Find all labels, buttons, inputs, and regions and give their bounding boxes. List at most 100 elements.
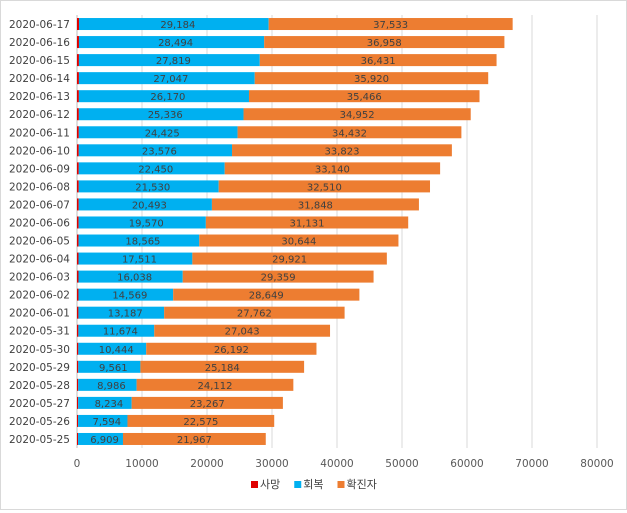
bar-segment-회복	[78, 342, 147, 355]
bar-segment-사망	[77, 252, 79, 265]
data-label: 36,958	[367, 38, 402, 49]
bar-segment-확진자	[232, 144, 452, 157]
bar-segment-회복	[78, 144, 233, 157]
bar-segment-회복	[78, 270, 183, 283]
x-tick-label: 30000	[255, 458, 288, 470]
bar-segment-사망	[77, 180, 79, 193]
bar-segment-사망	[77, 288, 79, 301]
bar-segment-확진자	[211, 198, 419, 211]
category-label: 2020-05-31	[9, 326, 70, 338]
bar-segment-사망	[77, 144, 79, 157]
x-tick-label: 0	[74, 458, 81, 470]
data-label: 21,967	[177, 435, 212, 446]
bar-segment-확진자	[154, 324, 331, 337]
bar-segment-회복	[78, 216, 206, 229]
bar-segment-회복	[78, 360, 141, 373]
data-label: 27,762	[237, 309, 272, 320]
legend-marker	[337, 481, 345, 488]
bar-segment-사망	[77, 108, 79, 121]
bar-segment-확진자	[131, 396, 283, 409]
bar-segment-회복	[78, 198, 212, 211]
bar-segment-회복	[78, 180, 219, 193]
bar-segment-사망	[77, 162, 79, 175]
data-label: 8,234	[95, 399, 124, 410]
category-axis-labels: 2020-05-25 2020-05-26 2020-05-27 2020-05-28…	[9, 19, 70, 446]
category-label: 2020-06-01	[9, 308, 70, 320]
bar-segment-사망	[77, 378, 79, 391]
bar-segment-확진자	[140, 360, 305, 373]
category-label: 2020-06-13	[9, 91, 70, 103]
data-label: 26,170	[150, 92, 185, 103]
bar-segment-사망	[77, 72, 79, 85]
x-tick-label: 40000	[320, 458, 353, 470]
data-label: 35,920	[354, 74, 389, 85]
legend-marker	[251, 481, 258, 488]
data-label: 6,909	[90, 435, 119, 446]
data-label: 25,184	[205, 363, 240, 374]
bar-segment-회복	[78, 396, 132, 409]
category-label: 2020-06-12	[9, 109, 70, 121]
category-label: 2020-06-06	[9, 217, 70, 229]
bar-segment-사망	[77, 342, 79, 355]
bar-segment-사망	[77, 270, 79, 283]
legend-label: 사망	[260, 478, 280, 491]
bar-segment-회복	[78, 72, 255, 85]
bar-segment-확진자	[182, 270, 374, 283]
category-label: 2020-06-15	[9, 55, 70, 67]
data-label: 19,570	[129, 218, 164, 229]
bar-segment-사망	[77, 306, 79, 319]
legend: 사망 회복 확진자	[251, 478, 377, 491]
category-label: 2020-05-25	[9, 434, 70, 446]
data-label: 29,921	[272, 255, 307, 266]
bar-segment-사망	[77, 198, 79, 211]
bar-segment-회복	[78, 288, 174, 301]
data-label: 27,047	[153, 74, 188, 85]
data-label: 8,986	[97, 381, 126, 392]
bar-segment-확진자	[264, 36, 505, 49]
bar-segment-확진자	[127, 414, 275, 427]
data-label: 10,444	[99, 345, 134, 356]
bar-segment-확진자	[268, 18, 513, 31]
x-tick-label: 10000	[125, 458, 158, 470]
category-label: 2020-06-02	[9, 290, 70, 302]
data-label: 20,493	[132, 200, 167, 211]
category-label: 2020-06-05	[9, 236, 70, 248]
data-label: 30,644	[281, 237, 316, 248]
data-label: 27,043	[225, 327, 260, 338]
bar-segment-확진자	[205, 216, 409, 229]
data-label: 26,192	[214, 345, 249, 356]
bar-segment-확진자	[146, 342, 317, 355]
bar-segment-사망	[77, 360, 79, 373]
x-tick-label: 70000	[515, 458, 548, 470]
data-label: 16,038	[117, 273, 152, 284]
bar-segment-확진자	[199, 234, 399, 247]
data-label: 34,952	[340, 110, 375, 121]
bar-segment-회복	[78, 18, 269, 31]
bar-segment-확진자	[218, 180, 431, 193]
category-label: 2020-06-09	[9, 163, 70, 175]
data-label: 21,530	[135, 182, 170, 193]
gridlines	[76, 15, 598, 448]
data-label: 24,425	[145, 128, 180, 139]
data-label: 25,336	[148, 110, 183, 121]
data-label: 9,561	[99, 363, 128, 374]
bar-segment-확진자	[243, 108, 471, 121]
data-label: 22,575	[183, 417, 218, 428]
data-label: 27,819	[156, 56, 191, 67]
bar-segment-사망	[77, 324, 79, 337]
bar-segment-회복	[78, 36, 265, 49]
data-label: 36,431	[361, 56, 396, 67]
legend-label: 확진자	[347, 478, 377, 491]
bar-segment-회복	[78, 306, 165, 319]
data-label: 13,187	[108, 309, 143, 320]
category-label: 2020-06-04	[9, 254, 70, 266]
data-label: 22,450	[138, 164, 173, 175]
data-label: 7,594	[92, 417, 121, 428]
data-label: 34,432	[332, 128, 367, 139]
category-label: 2020-05-27	[9, 398, 70, 410]
x-tick-label: 50000	[385, 458, 418, 470]
data-label: 28,494	[158, 38, 193, 49]
data-label: 37,533	[373, 20, 408, 31]
bar-segment-사망	[77, 36, 79, 49]
